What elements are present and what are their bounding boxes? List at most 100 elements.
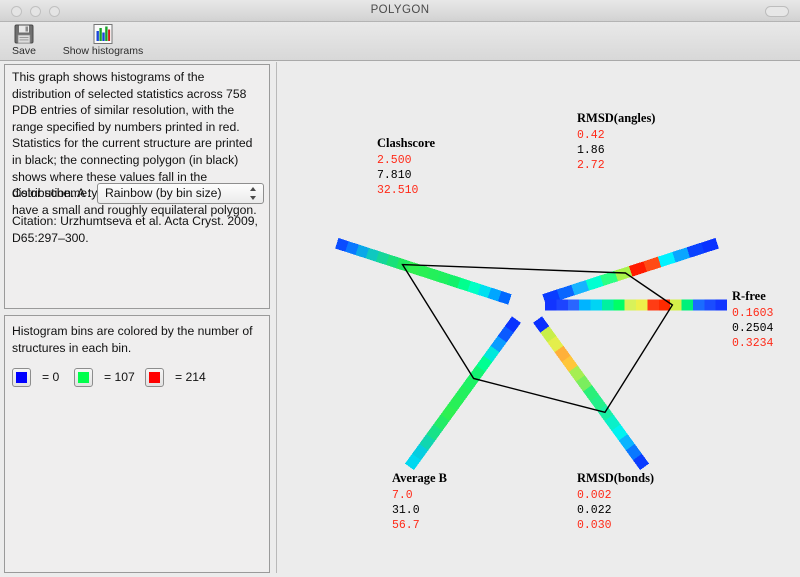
histogram-bin [404,453,422,471]
legend-panel: Histogram bins are colored by the number… [4,315,270,573]
axis-min-clashscore: 2.500 [377,154,412,167]
color-scheme-row: Color scheme: Rainbow (by bin size) [12,183,264,205]
histogram-bin [686,242,705,258]
histogram-bin [365,247,380,262]
histogram-bin [561,355,578,372]
histogram-bin [590,394,607,412]
histogram-bin [345,241,359,256]
histogram-bin [601,299,614,311]
histogram-bin [483,345,500,363]
histogram-bin [672,247,691,263]
histogram-bin [624,299,636,311]
histogram-bin [628,261,647,277]
histogram-bin [618,434,635,451]
axis-min-average_b: 7.0 [392,489,413,502]
axis-max-r_free: 0.3234 [732,337,774,350]
histogram-bin [657,252,676,268]
histogram-bin [613,299,625,311]
save-button[interactable]: Save [2,23,46,58]
histogram-bin [614,266,633,282]
legend-label-0: = 0 [42,370,60,384]
histogram-bin [487,287,502,302]
axis-max-rmsd_angles: 2.72 [577,159,605,172]
legend-label-2: = 214 [175,370,206,384]
spoke-average_b [404,316,521,471]
histogram-bin [571,280,590,296]
histogram-bin [498,290,512,305]
histogram-bin [647,299,659,311]
minimize-button[interactable] [30,6,41,17]
histogram-bin [604,414,621,431]
histogram-bin [556,284,575,300]
save-button-label: Save [12,45,36,57]
histogram-bin [632,453,650,471]
histogram-bin [467,280,482,295]
polygon-graph-pane[interactable]: Clashscore 2.500 7.810 32.510 RMSD(angles) 0.… [276,62,796,573]
histogram-bin [583,385,600,402]
histogram-bin [540,326,557,343]
zoom-button[interactable] [49,6,60,17]
histogram-bin [590,299,602,311]
histogram-bin [462,375,479,392]
spoke-r_free [545,299,727,311]
histogram-bin [447,394,464,412]
axis-current-rmsd_bonds: 0.022 [577,504,612,517]
histogram-bin [447,274,461,289]
toolbar-toggle-button[interactable] [765,6,789,17]
stepper-arrows-icon[interactable] [247,186,260,201]
histogram-bin [704,299,716,311]
color-scheme-value: Rainbow (by bin size) [105,186,222,200]
axis-title-clashscore: Clashscore [377,136,436,150]
histogram-bin [625,443,642,461]
histogram-bin [497,326,514,343]
histogram-bin [457,277,471,292]
main-toolbar: Save Show histograms [0,22,800,61]
show-histograms-button[interactable]: Show histograms [53,23,153,58]
histogram-spokes-layer [335,237,727,471]
histogram-bin [692,299,705,311]
histogram-bin [416,264,431,279]
histogram-bin [454,385,471,402]
histogram-bin [419,434,436,451]
histogram-bin [585,275,604,291]
axis-min-r_free: 0.1603 [732,307,774,320]
histogram-bin [600,270,618,286]
axis-max-average_b: 56.7 [392,519,420,532]
histogram-bin [375,251,390,265]
histogram-bin [436,271,451,285]
histogram-bin [643,256,662,272]
axis-max-clashscore: 32.510 [377,184,419,197]
close-button[interactable] [11,6,22,17]
histogram-bin [658,299,671,311]
floppy-disk-icon [2,23,46,45]
histogram-bin [433,414,450,431]
histogram-bin [567,299,580,311]
citation-text: Citation: Urzhumtseva et al. Acta Cryst.… [12,214,258,245]
histogram-bin [504,316,521,333]
polygon-chart: Clashscore 2.500 7.810 32.510 RMSD(angles) 0.… [335,111,774,532]
axis-labels-layer: Clashscore 2.500 7.810 32.510 RMSD(angles) 0.… [377,111,774,532]
histogram-bin [545,299,557,311]
axis-title-rmsd_angles: RMSD(angles) [577,111,655,125]
color-scheme-label: Color scheme: [12,186,91,200]
histogram-bin [556,299,568,311]
axis-title-average_b: Average B [392,471,447,485]
histogram-bin [547,335,564,353]
structure-polygon [401,263,674,414]
axis-current-average_b: 31.0 [392,504,420,517]
color-scheme-select[interactable]: Rainbow (by bin size) [97,183,264,204]
bar-chart-icon [53,23,153,45]
axis-current-r_free: 0.2504 [732,322,774,335]
histogram-bin [355,244,370,259]
window-titlebar: POLYGON [0,0,800,22]
histogram-bin [477,284,492,299]
axis-title-rmsd_bonds: RMSD(bonds) [577,471,654,485]
histogram-bin [533,316,550,333]
info-panel: This graph shows histograms of the distr… [4,64,270,309]
legend-description: Histogram bins are colored by the number… [12,324,253,355]
legend-swatch-0 [12,368,31,387]
axis-current-rmsd_angles: 1.86 [577,144,605,157]
histogram-bin [579,299,591,311]
histogram-bin [681,299,693,311]
